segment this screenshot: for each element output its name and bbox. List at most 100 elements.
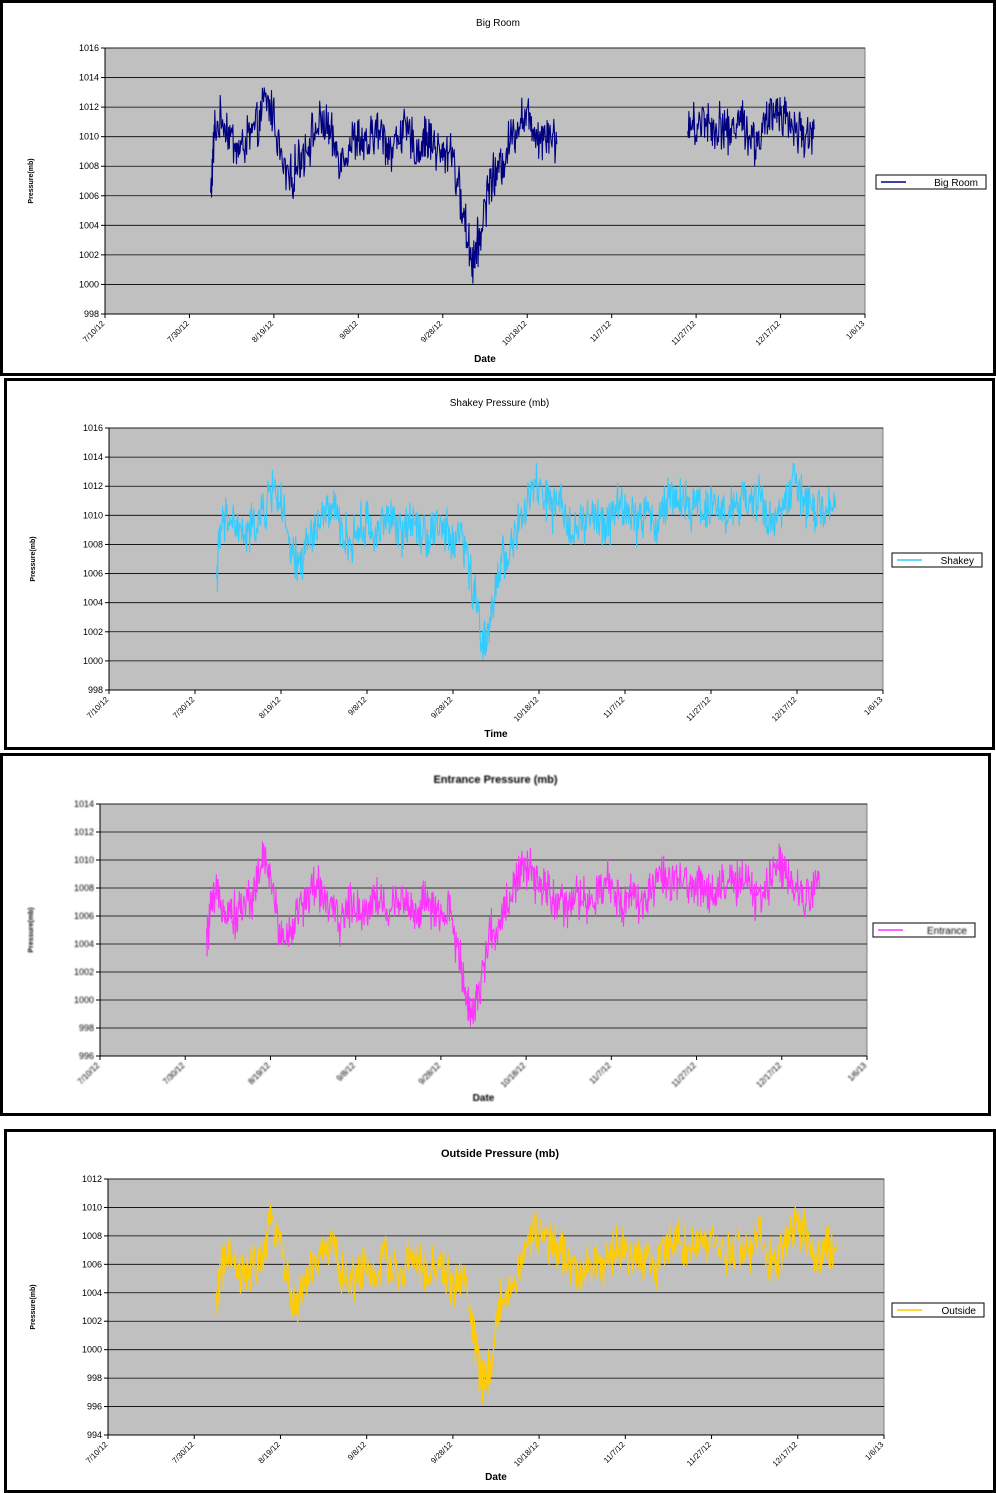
x-tick-label: 11/7/12 <box>588 319 613 344</box>
chart-title: Entrance Pressure (mb) <box>433 774 557 786</box>
x-tick-label: 11/27/12 <box>670 319 698 347</box>
y-tick-label: 1012 <box>79 102 99 112</box>
legend-box <box>875 174 987 190</box>
x-tick-label: 10/18/12 <box>500 319 529 348</box>
legend-entry: Outside <box>942 1306 977 1317</box>
x-tick-label: 1/6/13 <box>862 695 884 717</box>
x-tick-label: 7/30/12 <box>166 319 192 345</box>
x-tick-label: 1/6/13 <box>844 319 866 341</box>
x-tick-label: 9/8/12 <box>346 1440 368 1462</box>
legend: Big Room <box>875 174 987 190</box>
x-tick-label: 11/27/12 <box>684 695 712 723</box>
y-tick-label: 1004 <box>79 220 99 230</box>
legend-box <box>872 922 976 938</box>
y-tick-label: 1010 <box>83 510 103 520</box>
y-tick-label: 1010 <box>74 855 94 865</box>
plot-area <box>104 47 866 315</box>
legend-entry: Big Room <box>934 178 978 189</box>
legend-entry: Entrance <box>927 926 967 937</box>
y-tick-label: 1014 <box>83 452 103 462</box>
y-tick-label: 1000 <box>79 279 99 289</box>
chart-outside: Outside Pressure (mb) 994 996 998 1000 1002 10… <box>30 1148 985 1483</box>
x-tick-label: 10/18/12 <box>512 695 541 724</box>
x-tick-label: 7/10/12 <box>76 1061 102 1087</box>
series-line-big-room <box>687 96 815 167</box>
legend-box <box>891 1302 985 1318</box>
x-tick-label: 12/17/12 <box>771 1440 800 1469</box>
legend: Outside <box>891 1302 985 1318</box>
x-tick-label: 12/17/12 <box>755 1061 784 1090</box>
x-tick-label: 9/8/12 <box>338 319 360 341</box>
y-tick-label: 998 <box>84 309 99 319</box>
y-tick-label: 1000 <box>82 1345 102 1355</box>
y-tick-label: 998 <box>88 685 103 695</box>
series-line-big-room <box>210 87 558 284</box>
y-tick-label: 996 <box>87 1402 102 1412</box>
x-tick-label: 11/7/12 <box>588 1061 613 1086</box>
y-tick-label: 998 <box>79 1023 94 1033</box>
x-tick-label: 8/19/12 <box>247 1061 273 1087</box>
y-tick-label: 1014 <box>79 73 99 83</box>
chart-title: Big Room <box>476 18 520 29</box>
chart-entrance: Entrance Pressure (mb) 996 998 1000 1002 1004… <box>28 774 976 1104</box>
y-tick-label: 1004 <box>82 1288 102 1298</box>
y-tick-label: 1006 <box>82 1259 102 1269</box>
x-tick-label: 12/17/12 <box>770 695 799 724</box>
x-tick-label: 11/27/12 <box>670 1061 698 1089</box>
x-tick-label: 7/10/12 <box>84 1440 110 1466</box>
y-tick-label: 994 <box>87 1430 102 1440</box>
legend: Entrance <box>872 922 976 938</box>
y-tick-label: 1008 <box>82 1231 102 1241</box>
plot-area <box>99 803 868 1057</box>
x-tick-label: 1/6/13 <box>846 1061 868 1083</box>
y-tick-label: 1012 <box>74 827 94 837</box>
x-tick-label: 8/19/12 <box>250 319 276 345</box>
chart-panel-shakey: Shakey Pressure (mb) 998 1000 1002 1004 1006 1… <box>4 378 995 750</box>
y-tick-label: 1006 <box>83 569 103 579</box>
x-tick-label: 9/8/12 <box>346 695 368 717</box>
x-tick-label: 9/28/12 <box>417 1061 443 1087</box>
x-axis-label: Date <box>474 354 496 365</box>
y-axis-label: Pressure(mb) <box>30 536 37 581</box>
series-line-entrance <box>205 840 821 1027</box>
x-axis-label: Date <box>473 1093 495 1104</box>
x-tick-label: 9/28/12 <box>419 319 445 345</box>
x-tick-label: 9/28/12 <box>429 695 455 721</box>
x-tick-label: 9/28/12 <box>429 1440 455 1466</box>
y-tick-label: 1002 <box>82 1316 102 1326</box>
chart-panel-entrance: Entrance Pressure (mb) 996 998 1000 1002 1004… <box>0 753 991 1116</box>
chart-title: Outside Pressure (mb) <box>441 1148 559 1160</box>
x-tick-label: 7/30/12 <box>161 1061 187 1087</box>
y-tick-label: 1008 <box>83 539 103 549</box>
x-tick-label: 7/30/12 <box>170 1440 196 1466</box>
x-tick-label: 10/18/12 <box>512 1440 541 1469</box>
x-tick-label: 1/6/13 <box>863 1440 885 1462</box>
x-tick-label: 11/7/12 <box>602 695 627 720</box>
y-tick-label: 1014 <box>74 799 94 809</box>
y-tick-label: 1010 <box>79 132 99 142</box>
y-tick-label: 1002 <box>83 627 103 637</box>
x-tick-label: 7/10/12 <box>85 695 111 721</box>
chart-title: Shakey Pressure (mb) <box>450 398 549 409</box>
legend: Shakey <box>891 552 983 568</box>
x-tick-label: 11/27/12 <box>685 1440 713 1468</box>
plot-area <box>108 427 884 691</box>
legend-entry: Shakey <box>941 556 974 567</box>
x-tick-label: 12/17/12 <box>754 319 783 348</box>
x-tick-label: 8/19/12 <box>257 1440 283 1466</box>
y-tick-label: 1012 <box>82 1174 102 1184</box>
x-axis-label: Time <box>484 729 508 740</box>
y-tick-label: 1004 <box>74 939 94 949</box>
legend-box <box>891 552 983 568</box>
plot-area <box>107 1178 885 1436</box>
x-tick-label: 7/10/12 <box>81 319 107 345</box>
x-tick-label: 11/7/12 <box>602 1440 627 1465</box>
y-tick-label: 1004 <box>83 598 103 608</box>
x-tick-label: 7/30/12 <box>171 695 197 721</box>
y-tick-label: 1006 <box>74 911 94 921</box>
y-axis-label: Pressure(mb) <box>28 158 35 203</box>
y-tick-label: 1016 <box>79 43 99 53</box>
x-axis-label: Date <box>485 1472 507 1483</box>
y-tick-label: 1010 <box>82 1202 102 1212</box>
chart-big-room: Big Room 998 1000 1002 1004 1006 1008 1010 1012 1… <box>28 18 987 365</box>
